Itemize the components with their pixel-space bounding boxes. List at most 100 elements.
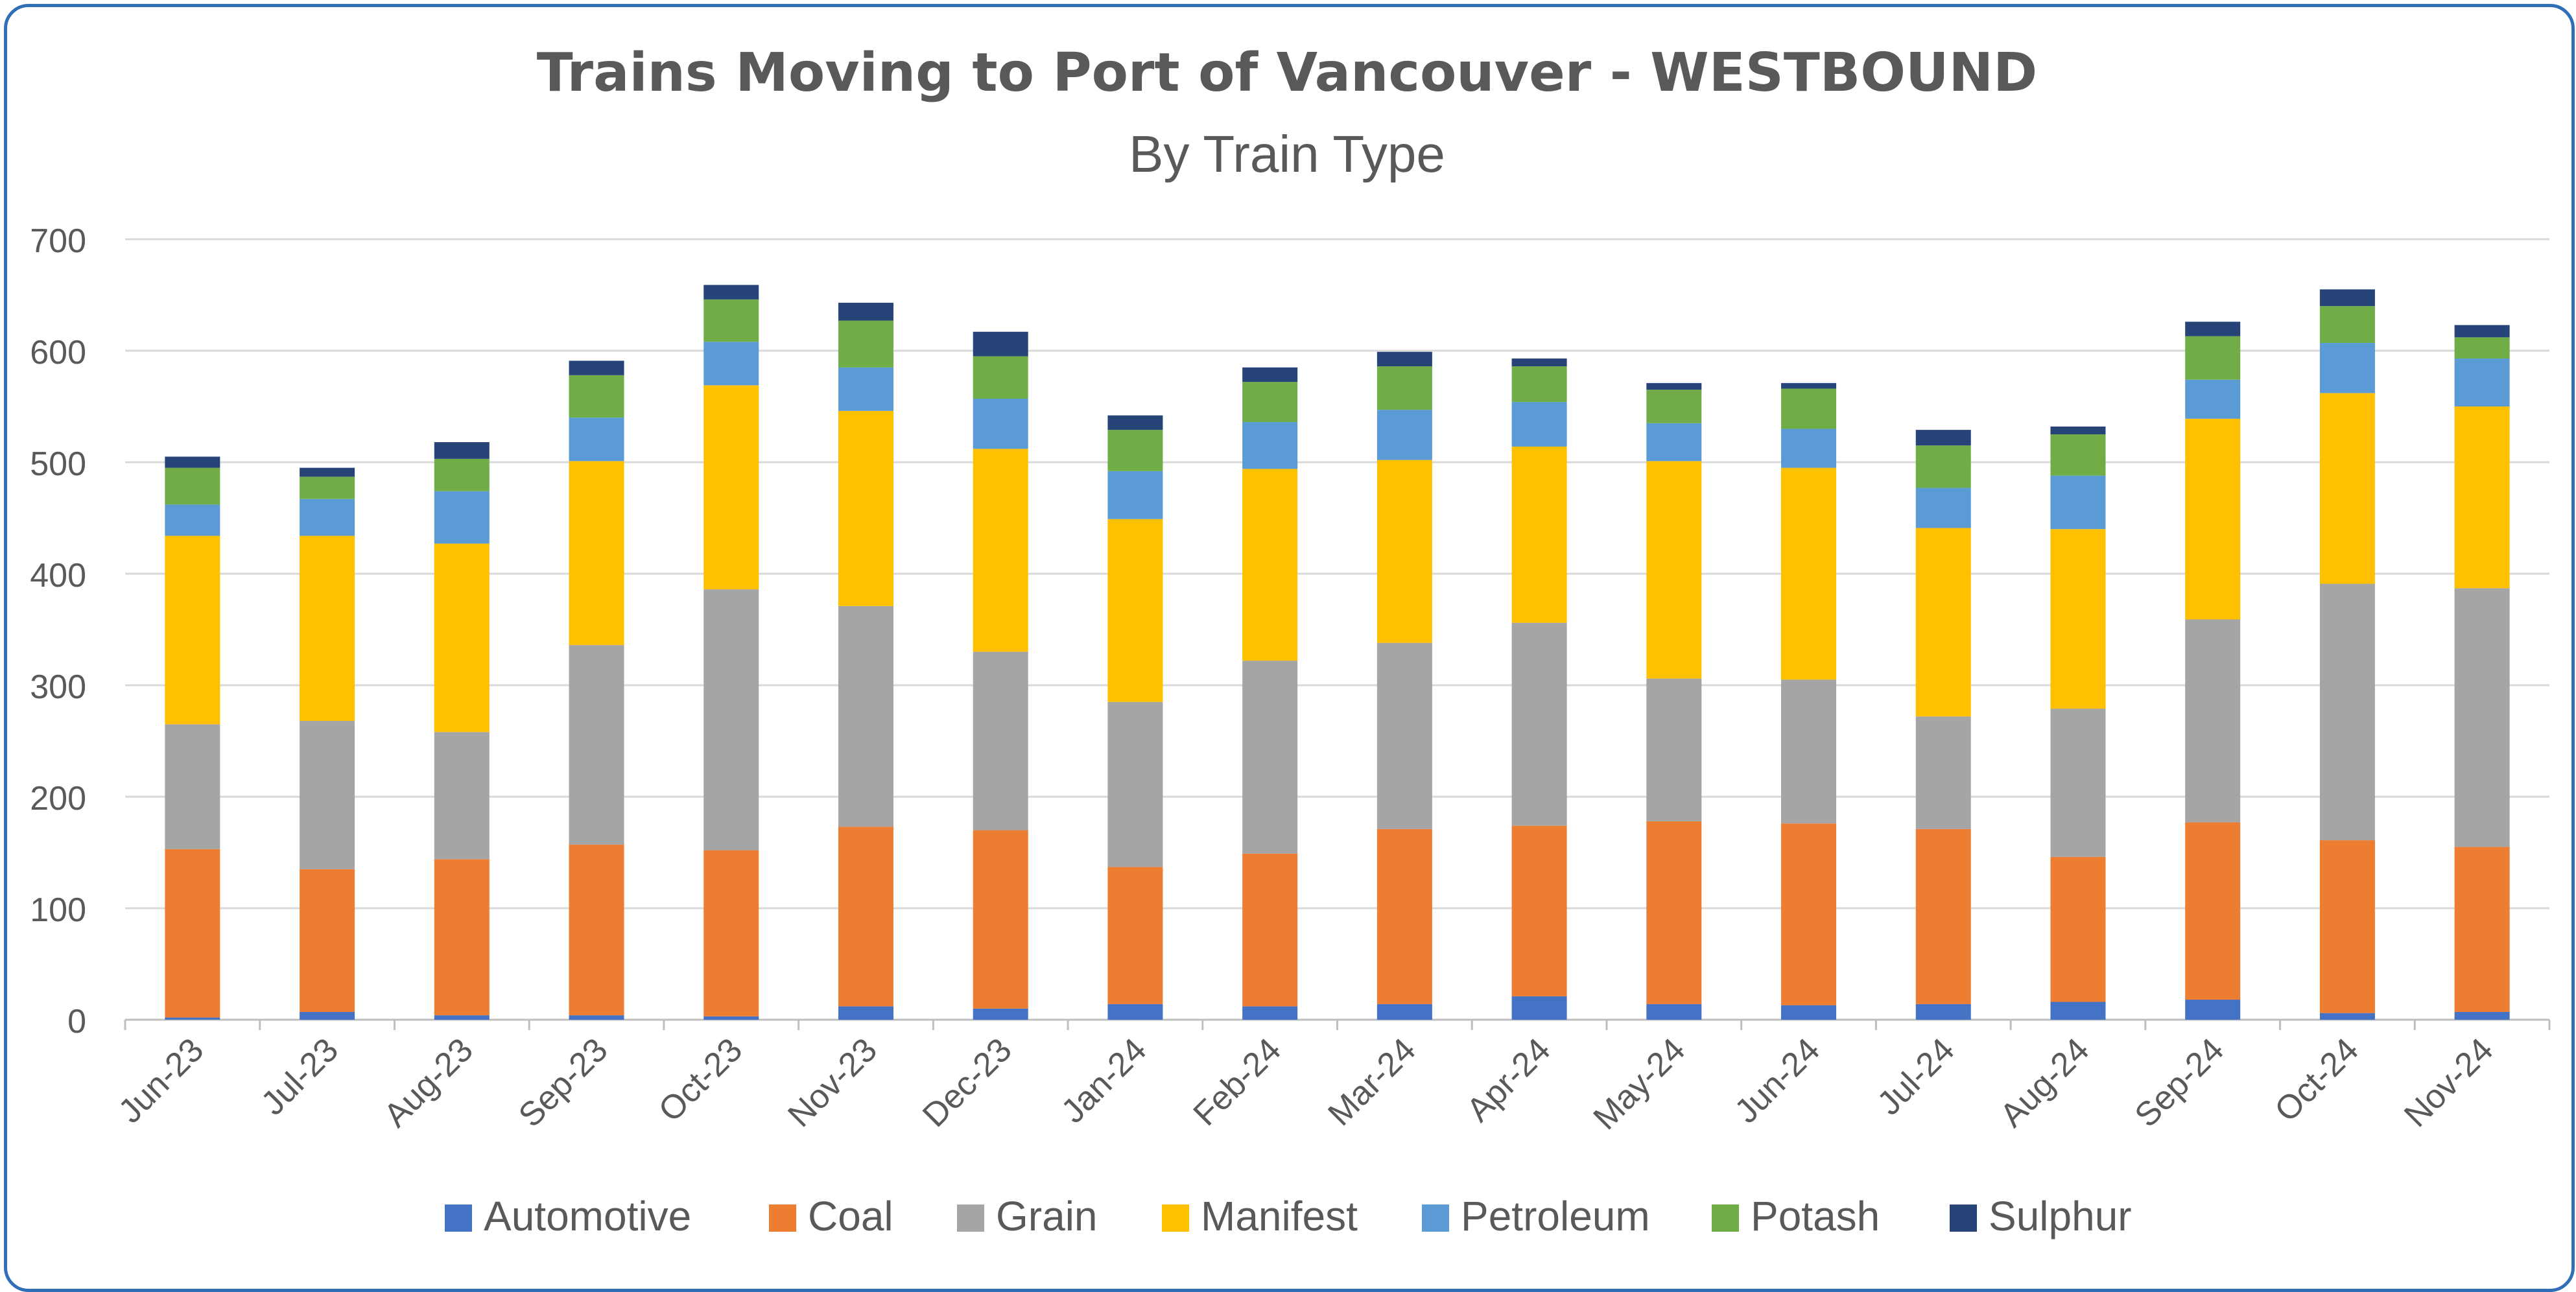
bar-segment-manifest: [1511, 446, 1567, 623]
bar-segment-automotive: [838, 1006, 893, 1020]
bar-segment-sulphur: [300, 467, 355, 477]
bar-segment-automotive: [1915, 1004, 1971, 1020]
bar-segment-coal: [2050, 856, 2106, 1002]
bar-segment-grain: [165, 724, 220, 849]
bar-segment-coal: [165, 849, 220, 1018]
x-tick-label: Sep-23: [512, 1031, 615, 1134]
bar-segment-petroleum: [569, 417, 624, 462]
x-tick-label: Jan-24: [1054, 1031, 1153, 1130]
legend-label-coal: Coal: [808, 1193, 893, 1239]
bar-segment-coal: [2185, 822, 2241, 1000]
bar-segment-potash: [838, 320, 893, 368]
bar-segment-manifest: [2050, 529, 2106, 709]
legend-swatch-sulphur: [1950, 1204, 1977, 1232]
y-tick-label: 0: [67, 1003, 86, 1040]
y-axis: 0 100 200 300 400 500 600 700: [30, 222, 86, 1040]
bar-segment-grain: [1781, 679, 1837, 824]
legend-swatch-manifest: [1162, 1204, 1189, 1232]
bar-segment-petroleum: [1511, 402, 1567, 447]
legend-swatch-automotive: [445, 1204, 472, 1232]
x-tick-label: Jun-24: [1728, 1031, 1827, 1130]
bar-segment-sulphur: [2319, 289, 2375, 307]
bar-segment-petroleum: [2319, 342, 2375, 393]
chart-title: Trains Moving to Port of Vancouver - WES…: [537, 42, 2038, 104]
bar-segment-petroleum: [1107, 471, 1163, 519]
bar-segment-petroleum: [2050, 475, 2106, 530]
bar-segment-potash: [2319, 306, 2375, 343]
bar-segment-manifest: [973, 449, 1028, 652]
bar-segment-petroleum: [1781, 429, 1837, 468]
bar-segment-grain: [2319, 583, 2375, 841]
legend-swatch-grain: [957, 1204, 984, 1232]
bar-segment-sulphur: [838, 303, 893, 321]
x-axis: Jun-23 Jul-23 Aug-23 Sep-23 Oct-23 Nov-23 Dec-…: [112, 1020, 2551, 1137]
bar-segment-potash: [1377, 366, 1432, 410]
legend-label-automotive: Automotive: [484, 1193, 691, 1239]
bar-segment-grain: [1646, 678, 1702, 821]
bar-segment-petroleum: [1915, 487, 1971, 528]
bar-segment-sulphur: [1915, 430, 1971, 446]
y-tick-label: 600: [30, 334, 86, 371]
bar-segment-potash: [165, 467, 220, 505]
bar-segment-potash: [569, 375, 624, 418]
bar-segment-petroleum: [2454, 358, 2510, 406]
bar-segment-potash: [2185, 336, 2241, 380]
bar-segment-coal: [1107, 867, 1163, 1004]
bar-segment-grain: [434, 732, 490, 860]
bar-segment-manifest: [1242, 469, 1298, 661]
bars: [165, 285, 2510, 1020]
bar-segment-grain: [1915, 716, 1971, 829]
bar-segment-coal: [2319, 840, 2375, 1013]
bar-segment-automotive: [569, 1015, 624, 1020]
bar-segment-sulphur: [2185, 322, 2241, 336]
bar-segment-potash: [2050, 434, 2106, 476]
bar-segment-coal: [1377, 828, 1432, 1004]
bar-segment-manifest: [1781, 467, 1837, 680]
bar-segment-sulphur: [1242, 367, 1298, 382]
bar-segment-coal: [838, 827, 893, 1007]
bar-segment-coal: [434, 859, 490, 1016]
bar-segment-manifest: [2319, 393, 2375, 584]
bar-segment-automotive: [2319, 1013, 2375, 1020]
x-tick-label: Aug-24: [1993, 1031, 2097, 1134]
bar-segment-sulphur: [569, 360, 624, 375]
bar-segment-automotive: [973, 1008, 1028, 1020]
bar-segment-coal: [1242, 853, 1298, 1007]
bar-segment-grain: [300, 721, 355, 869]
x-tick-label: Dec-23: [916, 1031, 1019, 1134]
bar-segment-potash: [1511, 366, 1567, 403]
legend-swatch-petroleum: [1422, 1204, 1449, 1232]
x-tick-label: Mar-24: [1321, 1031, 1423, 1133]
bar-segment-sulphur: [165, 456, 220, 468]
bar-segment-automotive: [703, 1016, 759, 1020]
bar-segment-automotive: [2454, 1011, 2510, 1020]
bar-segment-potash: [1242, 382, 1298, 423]
bar-segment-petroleum: [2185, 379, 2241, 419]
bar-segment-coal: [300, 869, 355, 1012]
bar-segment-potash: [1107, 430, 1163, 471]
bar-segment-grain: [838, 605, 893, 827]
bar-segment-automotive: [1646, 1004, 1702, 1020]
bar-segment-petroleum: [1242, 422, 1298, 469]
x-tick-label: Aug-23: [377, 1031, 480, 1134]
x-tick-label: Jun-23: [112, 1031, 211, 1130]
legend-swatch-potash: [1712, 1204, 1739, 1232]
x-tick-label: Nov-24: [2397, 1031, 2501, 1134]
bar-segment-manifest: [300, 535, 355, 722]
x-tick-label: Apr-24: [1459, 1031, 1557, 1129]
bar-segment-manifest: [1646, 461, 1702, 679]
y-tick-label: 300: [30, 668, 86, 706]
bar-segment-grain: [1511, 622, 1567, 826]
x-tick-label: Oct-24: [2268, 1031, 2366, 1129]
bar-segment-potash: [2454, 337, 2510, 359]
bar-segment-grain: [2454, 588, 2510, 847]
bar-segment-grain: [973, 652, 1028, 830]
bar-segment-grain: [2050, 709, 2106, 857]
x-tick-label: Feb-24: [1187, 1031, 1289, 1133]
bar-segment-coal: [1781, 823, 1837, 1005]
legend-swatch-coal: [769, 1204, 796, 1232]
bar-segment-manifest: [1377, 460, 1432, 643]
legend-label-manifest: Manifest: [1201, 1193, 1358, 1239]
y-tick-label: 200: [30, 780, 86, 817]
